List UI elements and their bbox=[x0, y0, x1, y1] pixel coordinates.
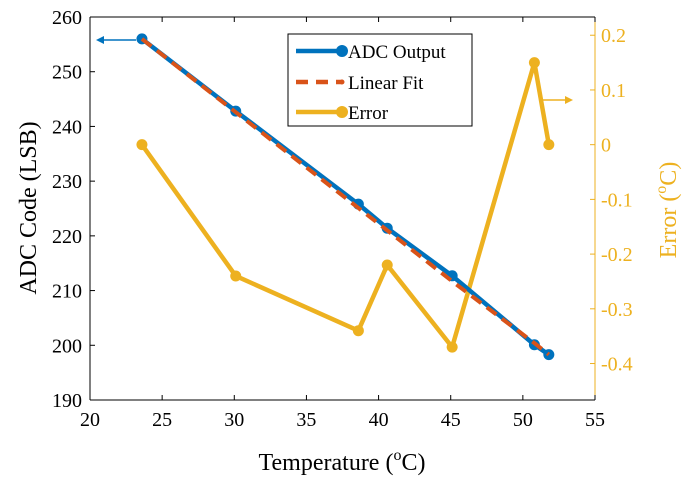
x-tick-label: 50 bbox=[513, 409, 533, 431]
data-point-error bbox=[446, 341, 458, 353]
right-y-tick-label: 0.2 bbox=[601, 25, 626, 47]
right-y-axis-label: Error (oC) bbox=[653, 162, 682, 259]
x-tick-label: 55 bbox=[585, 409, 605, 431]
x-axis-label-tail: C) bbox=[401, 450, 425, 476]
right-y-axis-label-sup: o bbox=[653, 186, 670, 194]
legend-label-adc-output: ADC Output bbox=[348, 42, 446, 63]
left-y-tick-label: 250 bbox=[52, 62, 82, 84]
x-tick-label: 30 bbox=[224, 409, 244, 431]
right-y-tick-label: -0.1 bbox=[601, 189, 633, 211]
legend-item-error: Error bbox=[296, 103, 389, 124]
left-axis-arrow-head bbox=[96, 36, 104, 44]
data-point-error bbox=[543, 139, 555, 151]
series-linear-fit bbox=[140, 37, 551, 357]
x-axis-label: Temperature (oC) bbox=[259, 447, 426, 476]
legend-marker-adc-output bbox=[336, 45, 348, 57]
legend-marker-error bbox=[336, 106, 348, 118]
left-y-tick-label: 210 bbox=[52, 281, 82, 303]
right-axis-arrow bbox=[540, 96, 573, 104]
series-layer bbox=[136, 33, 555, 361]
left-y-tick-label: 230 bbox=[52, 171, 82, 193]
right-y-tick-label: 0.1 bbox=[601, 80, 626, 102]
ticks-layer: 20 25 30 35 40 45 50 55 190 200 210 220 230 240 250 260… bbox=[52, 7, 633, 431]
x-tick-label: 20 bbox=[80, 409, 100, 431]
left-y-tick-label: 260 bbox=[52, 7, 82, 29]
legend-item-adc-output: ADC Output bbox=[296, 42, 446, 63]
legend-label-linear-fit: Linear Fit bbox=[348, 73, 424, 94]
data-point-error bbox=[230, 270, 242, 282]
series-error bbox=[136, 57, 555, 353]
x-tick-label: 40 bbox=[369, 409, 389, 431]
data-point-error bbox=[136, 139, 148, 151]
right-y-axis-label-main: Error ( bbox=[656, 194, 682, 259]
right-y-tick-label: -0.4 bbox=[601, 354, 633, 376]
left-y-tick-label: 200 bbox=[52, 335, 82, 357]
right-y-tick-label: -0.3 bbox=[601, 299, 633, 321]
legend-marker-linear-fit bbox=[339, 79, 345, 85]
x-tick-label: 25 bbox=[152, 409, 172, 431]
right-axis-arrow-head bbox=[565, 96, 573, 104]
legend: ADC Output Linear Fit Error bbox=[287, 33, 473, 127]
left-y-axis-label: ADC Code (LSB) bbox=[16, 121, 42, 294]
data-point-error bbox=[528, 57, 540, 69]
x-axis-label-sup: o bbox=[393, 447, 401, 464]
series-line-linear-fit bbox=[140, 37, 551, 357]
x-axis-label-main: Temperature ( bbox=[259, 450, 394, 476]
data-point-error bbox=[352, 325, 364, 337]
x-tick-label: 35 bbox=[296, 409, 316, 431]
x-tick-label: 45 bbox=[441, 409, 461, 431]
left-y-tick-label: 190 bbox=[52, 390, 82, 412]
left-y-tick-label: 240 bbox=[52, 116, 82, 138]
legend-label-error: Error bbox=[348, 103, 389, 124]
right-y-tick-label: 0 bbox=[601, 135, 611, 157]
left-axis-arrow bbox=[96, 36, 136, 44]
left-y-tick-label: 220 bbox=[52, 226, 82, 248]
right-y-tick-label: -0.2 bbox=[601, 244, 633, 266]
right-y-axis-label-tail: C) bbox=[656, 162, 682, 186]
data-point-error bbox=[381, 259, 393, 271]
legend-item-linear-fit: Linear Fit bbox=[296, 73, 424, 94]
